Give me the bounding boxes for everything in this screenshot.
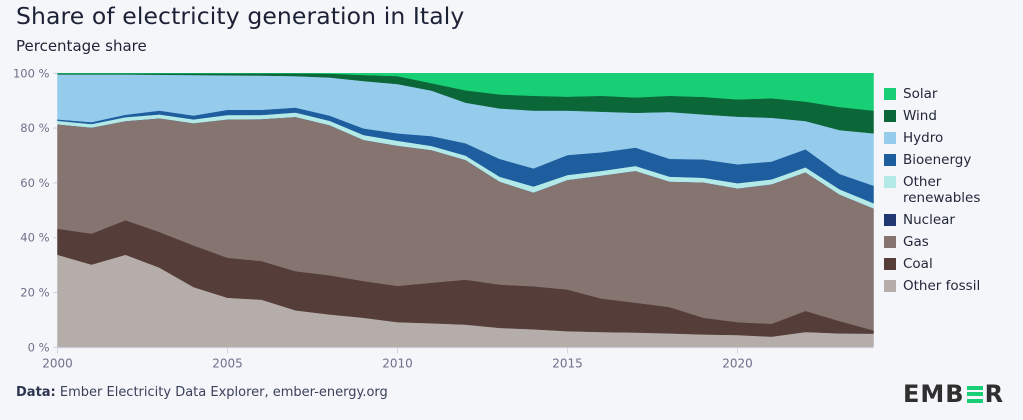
axes: 0 % 20 % 40 % 60 % 80 % 100 % 2000 2005 2010 2015… bbox=[13, 66, 874, 370]
legend-label: Hydro bbox=[903, 130, 944, 146]
y-tick-label: 60 % bbox=[20, 176, 49, 190]
y-tick-label: 80 % bbox=[20, 121, 49, 135]
legend-item-gas[interactable]: Gas bbox=[884, 234, 1023, 250]
source-text: Ember Electricity Data Explorer, ember-e… bbox=[55, 385, 388, 400]
logo-e-bars-icon bbox=[966, 385, 983, 403]
x-tick-label: 2015 bbox=[552, 356, 583, 370]
legend-swatch bbox=[884, 110, 896, 122]
legend-swatch bbox=[884, 176, 896, 188]
x-tick-label: 2020 bbox=[722, 356, 753, 370]
x-tick-label: 2005 bbox=[212, 356, 243, 370]
legend-swatch bbox=[884, 214, 896, 226]
legend: Solar Wind Hydro Bioenergy Other renewables N… bbox=[884, 86, 1023, 300]
area-layers bbox=[57, 73, 874, 348]
legend-item-coal[interactable]: Coal bbox=[884, 256, 1023, 272]
legend-item-solar[interactable]: Solar bbox=[884, 86, 1023, 102]
y-tick-label: 40 % bbox=[20, 231, 49, 245]
legend-label: Bioenergy bbox=[903, 152, 972, 168]
legend-label: Coal bbox=[903, 256, 933, 272]
legend-item-hydro[interactable]: Hydro bbox=[884, 130, 1023, 146]
legend-item-bioenergy[interactable]: Bioenergy bbox=[884, 152, 1023, 168]
legend-swatch bbox=[884, 280, 896, 292]
logo-text-right: R bbox=[984, 380, 1005, 408]
legend-swatch bbox=[884, 236, 896, 248]
legend-item-other-renewables[interactable]: Other renewables bbox=[884, 174, 1023, 206]
ember-logo: EMB R bbox=[903, 380, 1004, 408]
legend-item-other-fossil[interactable]: Other fossil bbox=[884, 278, 1023, 294]
chart-title: Share of electricity generation in Italy bbox=[16, 2, 465, 30]
y-tick-label: 20 % bbox=[20, 286, 49, 300]
legend-swatch bbox=[884, 88, 896, 100]
source-label: Data: bbox=[16, 385, 56, 400]
chart-subtitle: Percentage share bbox=[16, 37, 147, 55]
legend-label: Solar bbox=[903, 86, 938, 102]
legend-label: Wind bbox=[903, 108, 937, 124]
legend-swatch bbox=[884, 258, 896, 270]
logo-text-left: EMB bbox=[903, 380, 965, 408]
legend-swatch bbox=[884, 154, 896, 166]
y-tick-label: 0 % bbox=[28, 340, 50, 354]
legend-item-wind[interactable]: Wind bbox=[884, 108, 1023, 124]
source-note: Data: Ember Electricity Data Explorer, e… bbox=[16, 385, 388, 400]
legend-label: Other renewables bbox=[903, 174, 981, 206]
area-solar bbox=[57, 73, 874, 111]
legend-swatch bbox=[884, 132, 896, 144]
legend-label: Nuclear bbox=[903, 212, 955, 228]
legend-label: Gas bbox=[903, 234, 929, 250]
y-tick-label: 100 % bbox=[13, 66, 50, 80]
legend-label: Other fossil bbox=[903, 278, 981, 294]
legend-item-nuclear[interactable]: Nuclear bbox=[884, 212, 1023, 228]
x-tick-label: 2010 bbox=[382, 356, 413, 370]
x-tick-label: 2000 bbox=[42, 356, 73, 370]
